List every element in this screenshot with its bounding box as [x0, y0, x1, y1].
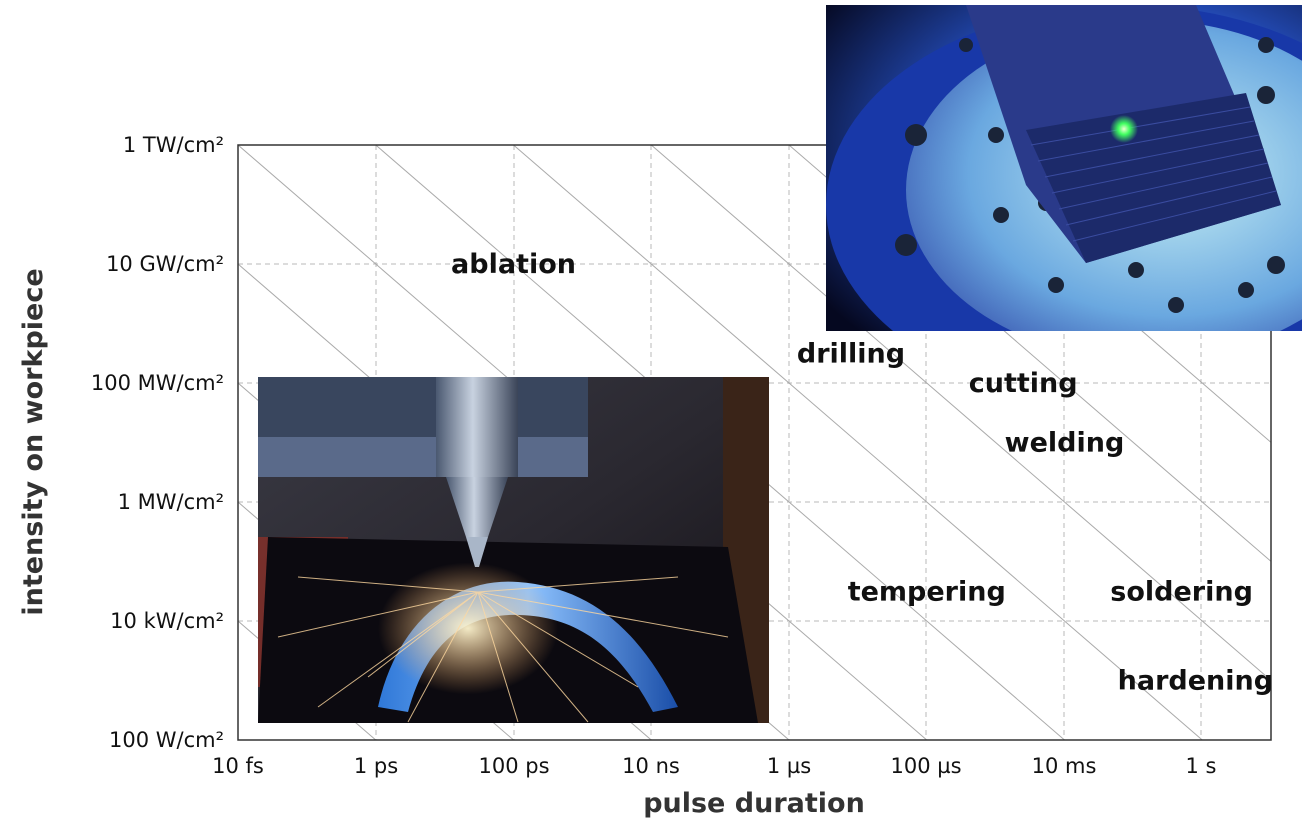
y-tick-label: 1 MW/cm²	[118, 490, 224, 514]
laser-drilling-photo	[258, 377, 769, 723]
x-tick-label: 1 ps	[354, 754, 398, 778]
y-tick-label: 100 MW/cm²	[91, 371, 224, 395]
region-label-soldering: soldering	[1110, 576, 1253, 607]
y-tick-label: 10 GW/cm²	[106, 252, 224, 276]
region-label-cutting: cutting	[969, 368, 1078, 399]
process-region-labels: ablation drilling cutting welding tempering s…	[451, 249, 1273, 697]
plot-frame	[237, 144, 1272, 741]
y-tick-label: 100 W/cm²	[109, 728, 224, 752]
region-label-drilling: drilling	[797, 338, 905, 369]
iso-energy-line	[650, 144, 1272, 681]
region-label-hardening: hardening	[1118, 666, 1273, 697]
x-axis-title: pulse duration	[643, 788, 865, 819]
y-axis-title: intensity on workpiece	[18, 268, 49, 615]
region-label-welding: welding	[1005, 428, 1125, 459]
x-tick-label: 100 µs	[890, 754, 961, 778]
laser-stage-photo	[826, 5, 1302, 331]
x-tick-label: 1 s	[1186, 754, 1217, 778]
x-tick-label: 10 ms	[1032, 754, 1097, 778]
x-tick-label: 10 fs	[212, 754, 264, 778]
y-tick-labels: 1 TW/cm² 10 GW/cm² 100 MW/cm² 1 MW/cm² 10 kW…	[91, 133, 224, 752]
y-tick-label: 1 TW/cm²	[123, 133, 224, 157]
x-tick-labels: 10 fs 1 ps 100 ps 10 ns 1 µs 100 µs 10 ms 1 s	[212, 754, 1216, 778]
x-tick-label: 1 µs	[767, 754, 811, 778]
region-label-tempering: tempering	[848, 576, 1006, 607]
region-label-ablation: ablation	[451, 249, 576, 280]
y-tick-label: 10 kW/cm²	[110, 609, 224, 633]
x-tick-label: 100 ps	[478, 754, 549, 778]
iso-energy-line	[513, 144, 1203, 741]
x-tick-label: 10 ns	[622, 754, 680, 778]
